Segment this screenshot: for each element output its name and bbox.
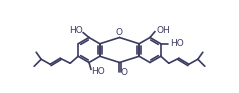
Text: O: O — [116, 28, 123, 37]
Text: OH: OH — [156, 26, 170, 35]
Text: HO: HO — [170, 39, 184, 48]
Text: HO: HO — [91, 67, 105, 76]
Text: O: O — [121, 68, 128, 77]
Text: HO: HO — [69, 26, 83, 35]
